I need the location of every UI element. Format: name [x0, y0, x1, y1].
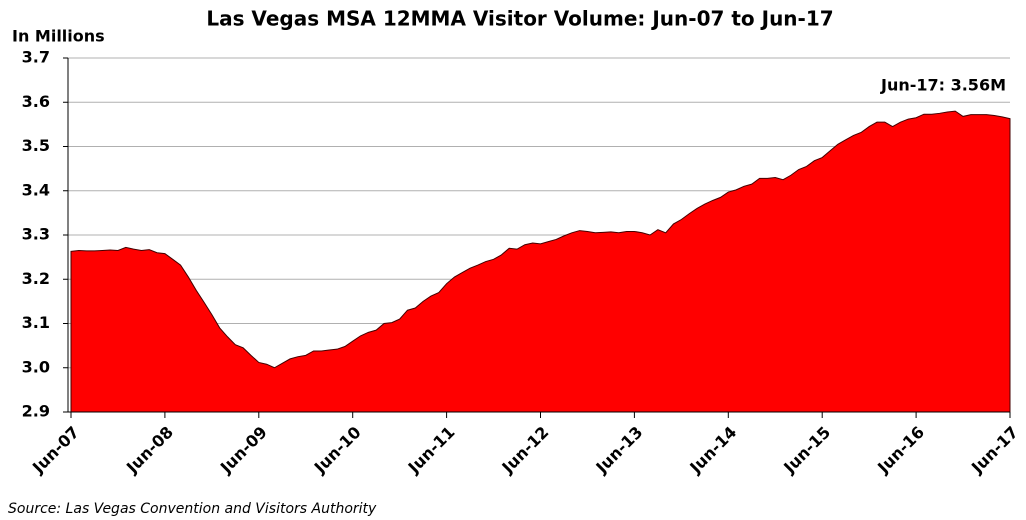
x-tick-label: Jun-07 — [28, 423, 83, 478]
y-tick-label: 3.3 — [22, 225, 50, 244]
y-tick-label: 3.4 — [22, 180, 50, 199]
y-axis-label: In Millions — [12, 27, 105, 46]
x-tick-label: Jun-11 — [404, 423, 459, 478]
y-tick-label: 3.5 — [22, 136, 50, 155]
y-tick-label: 3.2 — [22, 269, 50, 288]
x-tick-label: Jun-10 — [310, 423, 365, 478]
x-tick-label: Jun-08 — [122, 423, 177, 478]
x-tick-label: Jun-15 — [779, 423, 834, 478]
x-tick-label: Jun-09 — [216, 423, 271, 478]
y-tick-label: 2.9 — [22, 402, 50, 421]
x-tick-label: Jun-16 — [873, 423, 928, 478]
chart-title: Las Vegas MSA 12MMA Visitor Volume: Jun-… — [206, 7, 833, 31]
y-tick-label: 3.6 — [22, 92, 50, 111]
x-tick-label: Jun-17 — [967, 423, 1022, 478]
y-tick-label: 3.0 — [22, 357, 50, 376]
area — [70, 110, 1011, 413]
x-tick-label: Jun-13 — [592, 423, 647, 478]
source-note: Source: Las Vegas Convention and Visitor… — [8, 501, 377, 517]
y-tick-label: 3.1 — [22, 313, 50, 332]
annotation: Jun-17: 3.56M — [880, 76, 1006, 95]
y-tick-label: 3.7 — [22, 48, 50, 67]
x-tick-label: Jun-12 — [498, 423, 553, 478]
x-tick-label: Jun-14 — [685, 423, 740, 478]
